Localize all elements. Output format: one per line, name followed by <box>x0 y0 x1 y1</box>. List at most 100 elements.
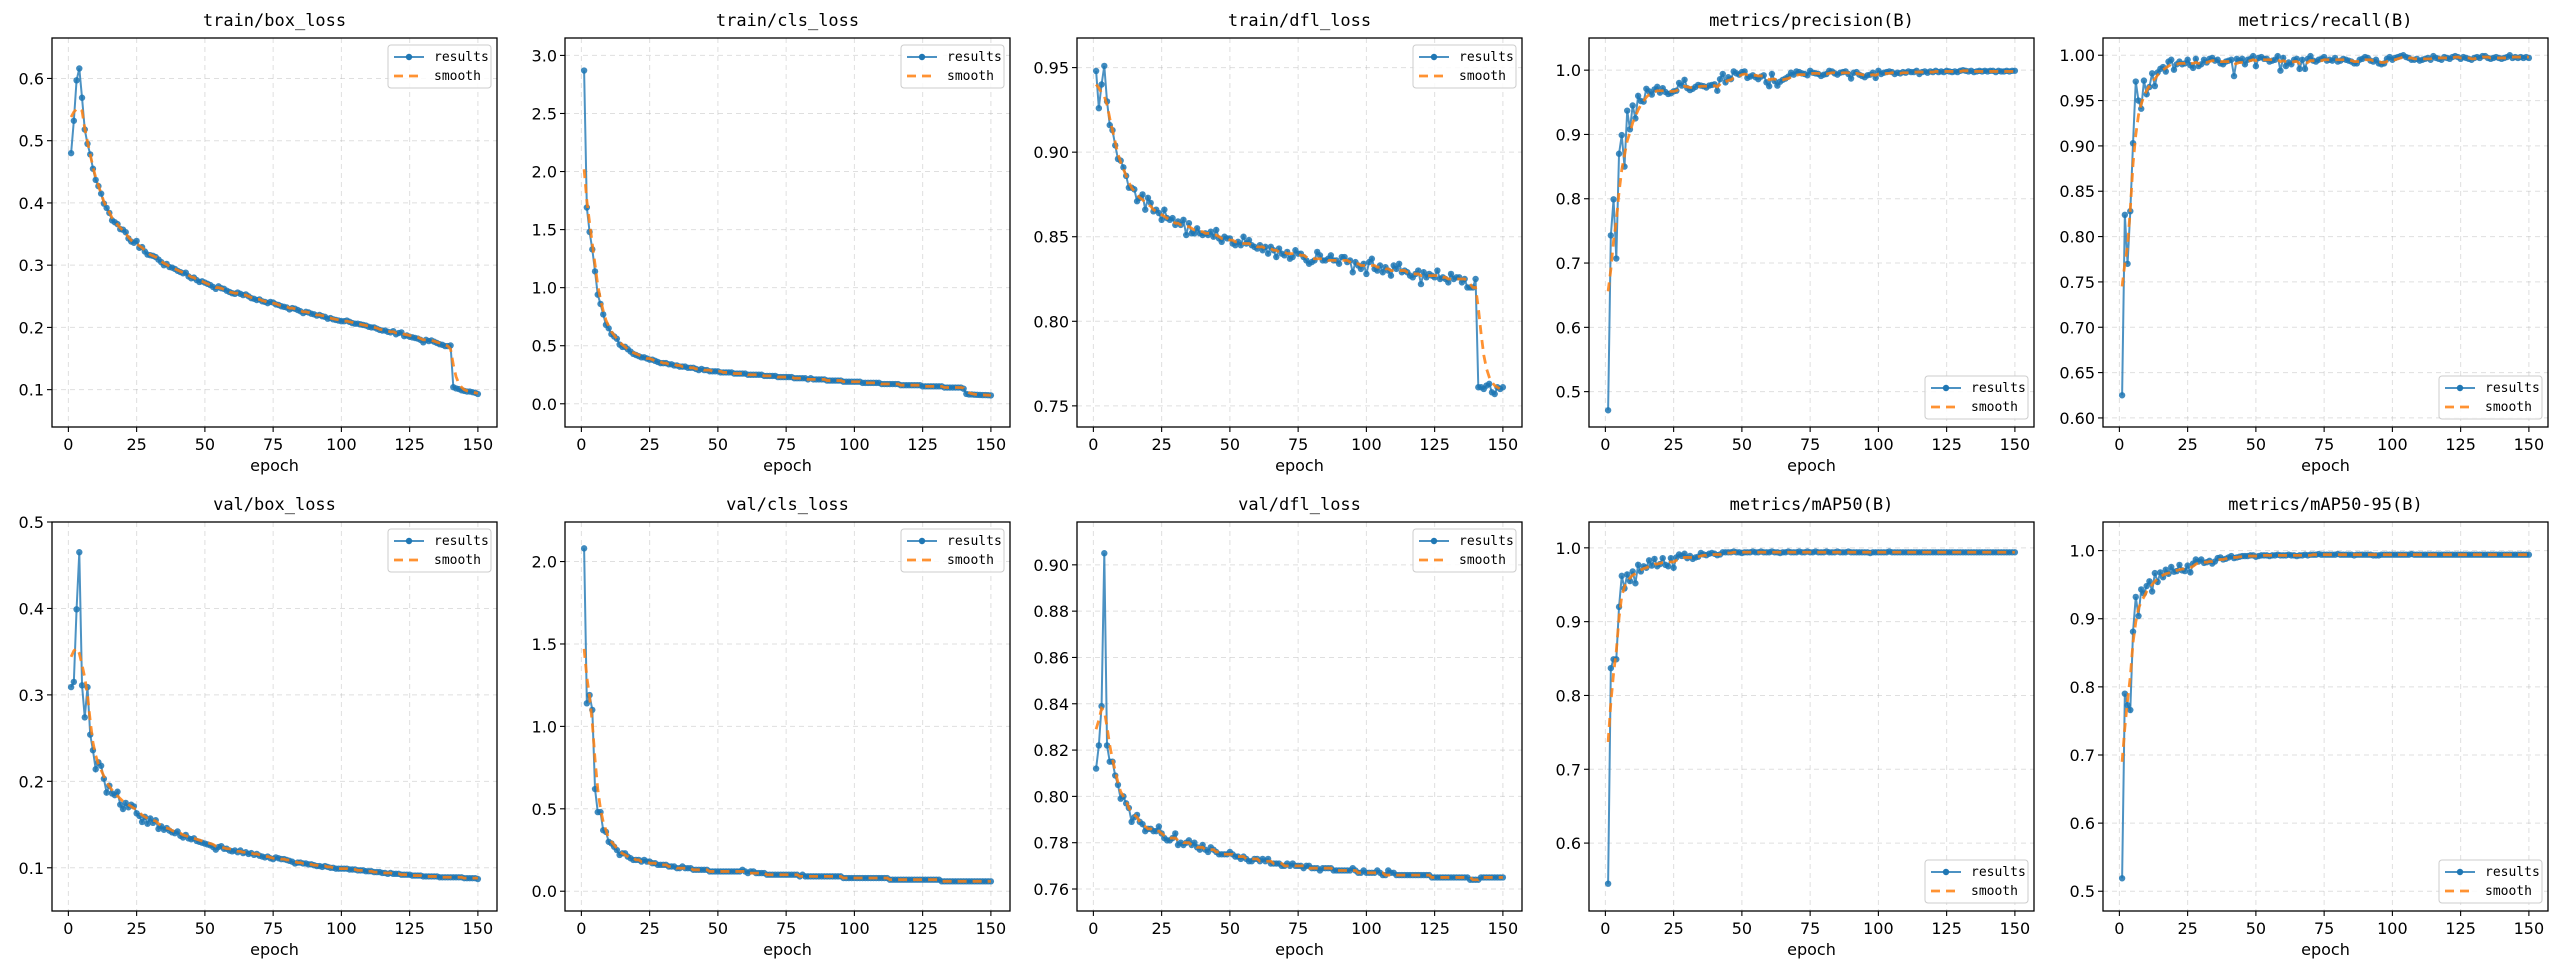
x-tick-label: 100 <box>326 919 357 938</box>
results-point <box>1417 280 1425 288</box>
results-point <box>2148 588 2156 595</box>
y-tick-label: 0.82 <box>1033 741 1069 760</box>
results-point <box>76 65 83 72</box>
smooth-line <box>1094 705 1503 882</box>
y-tick-label: 0.2 <box>19 772 44 791</box>
results-point <box>1847 75 1855 82</box>
legend-results-label: results <box>2485 381 2540 396</box>
results-point <box>1101 550 1108 557</box>
results-point <box>2187 569 2194 576</box>
results-point <box>2011 67 2019 74</box>
results-point <box>1648 562 1655 569</box>
x-tick-label: 25 <box>639 919 659 938</box>
results-point <box>1158 216 1165 224</box>
legend-results-label: results <box>947 534 1002 549</box>
results-point <box>1144 194 1152 202</box>
x-tick-label: 125 <box>1419 435 1450 454</box>
results-point <box>2132 78 2139 85</box>
results-point <box>1667 554 1675 562</box>
results-point <box>1607 232 1615 239</box>
results-point <box>1357 265 1365 273</box>
x-tick-label: 150 <box>976 435 1007 454</box>
x-tick-label: 125 <box>1931 435 1962 454</box>
results-point <box>1191 839 1198 846</box>
x-tick-label: 25 <box>1151 919 1171 938</box>
y-tick-label: 0.7 <box>2070 746 2095 765</box>
x-tick-label: 25 <box>126 919 146 938</box>
results-point <box>2151 569 2159 577</box>
legend-results-marker <box>2456 868 2464 876</box>
x-tick-label: 150 <box>463 919 494 938</box>
y-tick-label: 0.7 <box>1556 760 1581 779</box>
legend-results-marker <box>918 53 926 61</box>
results-point <box>2274 52 2281 60</box>
subplot-val-dfl-loss: val/dfl_loss 0 25 50 75 100 125 150 0.76 0.78 0.80… <box>1033 495 1523 959</box>
x-tick-label: 75 <box>2314 435 2334 454</box>
smooth-line <box>1606 550 2015 743</box>
y-tick-label: 0.70 <box>2059 318 2095 337</box>
y-tick-label: 0.5 <box>1556 383 1581 402</box>
subplot-train-cls-loss: train/cls_loss 0 25 50 75 100 125 150 0.0 0.5 1.0 1… <box>532 11 1011 475</box>
y-tick-label: 0.1 <box>19 381 44 400</box>
x-tick-label: 50 <box>2246 435 2266 454</box>
results-line <box>583 70 991 397</box>
y-tick-label: 0.8 <box>1556 190 1581 209</box>
y-tick-label: 0.80 <box>1033 312 1069 331</box>
results-point <box>144 820 151 827</box>
chart-title: train/dfl_loss <box>1228 11 1371 31</box>
legend: results smooth <box>1924 859 2029 904</box>
results-point <box>2168 56 2175 63</box>
results-point <box>1161 206 1168 213</box>
y-tick-label: 2.5 <box>532 104 557 123</box>
x-axis-label: epoch <box>250 940 299 959</box>
results-point <box>1624 571 1631 578</box>
legend: results smooth <box>2438 375 2543 420</box>
x-axis-label: epoch <box>250 456 299 475</box>
y-tick-label: 0.65 <box>2059 364 2095 383</box>
subplot-metrics-map50-b-: metrics/mAP50(B) 0 25 50 75 100 125 150 0.6 0.7 0.… <box>1556 495 2035 959</box>
legend-smooth-label: smooth <box>1459 69 1506 84</box>
y-tick-label: 0.5 <box>532 800 557 819</box>
x-axis-label: epoch <box>1787 456 1836 475</box>
results-point <box>2230 72 2238 80</box>
x-axis-label: epoch <box>1787 940 1836 959</box>
y-tick-label: 0.85 <box>2059 182 2095 201</box>
y-tick-label: 0.86 <box>1033 648 1069 667</box>
legend: results smooth <box>900 528 1005 573</box>
y-tick-label: 0.5 <box>19 513 44 532</box>
x-tick-label: 100 <box>1351 919 1382 938</box>
y-tick-label: 0.75 <box>2059 273 2095 292</box>
x-tick-label: 100 <box>326 435 357 454</box>
results-point <box>1169 214 1176 222</box>
results-point <box>103 204 110 212</box>
results-point <box>1101 62 1108 70</box>
results-point <box>81 714 88 721</box>
results-point <box>1486 380 1493 388</box>
legend: results smooth <box>1412 44 1517 89</box>
legend-results-marker <box>1942 868 1950 876</box>
x-tick-label: 0 <box>1088 435 1098 454</box>
results-point <box>2228 56 2235 63</box>
legend-smooth-label: smooth <box>434 69 481 84</box>
results-point <box>600 311 607 318</box>
x-tick-label: 25 <box>639 435 659 454</box>
legend-smooth-label: smooth <box>1459 553 1506 568</box>
results-point <box>1387 272 1395 279</box>
y-tick-label: 1.0 <box>1556 539 1581 558</box>
results-point <box>97 190 105 197</box>
x-tick-label: 25 <box>2177 435 2197 454</box>
axes-frame <box>2102 521 2549 912</box>
results-point <box>1128 818 1135 826</box>
results-line <box>1607 68 2015 411</box>
results-point <box>1659 554 1666 562</box>
smooth-line <box>582 169 991 397</box>
x-tick-label: 25 <box>126 435 146 454</box>
results-point <box>2239 55 2246 63</box>
x-axis-label: epoch <box>763 940 812 959</box>
results-point <box>1155 823 1163 830</box>
x-tick-label: 75 <box>776 919 796 938</box>
results-point <box>114 788 121 795</box>
x-tick-label: 150 <box>2000 435 2031 454</box>
chart-title: train/cls_loss <box>716 11 859 31</box>
results-point <box>1185 219 1193 227</box>
